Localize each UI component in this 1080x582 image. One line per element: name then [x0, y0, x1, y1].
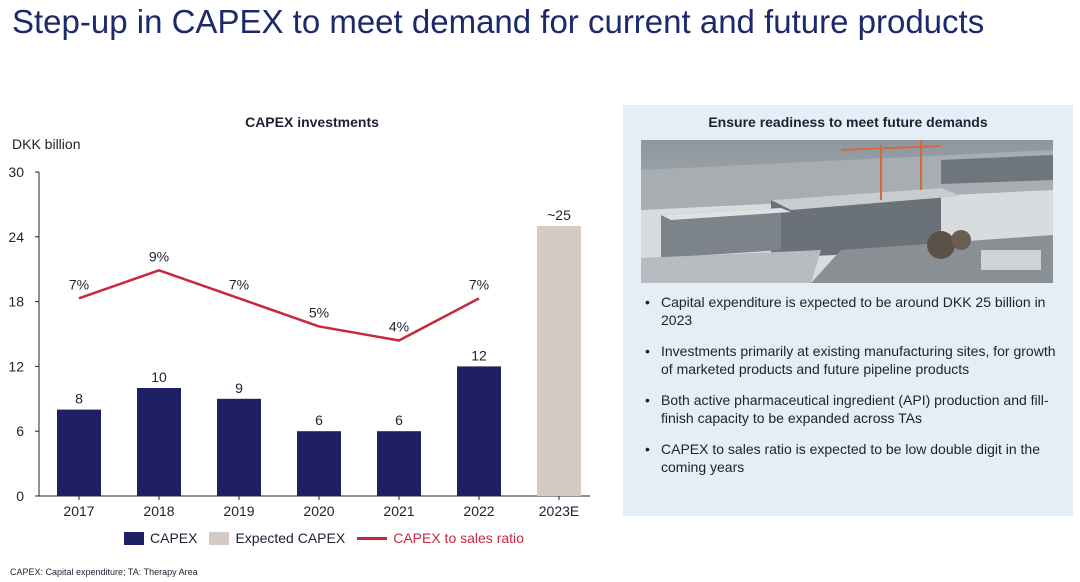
legend-swatch-expected-capex: [209, 531, 230, 545]
readiness-panel: Ensure readiness to meet future demands: [623, 105, 1073, 516]
bar-value-label: 9: [235, 380, 243, 396]
y-tick-label: 6: [16, 423, 24, 439]
capex-bar: [377, 431, 421, 496]
y-tick-label: 30: [8, 164, 24, 180]
bar-value-label: 8: [75, 391, 83, 407]
ratio-value-label: 4%: [389, 318, 409, 334]
legend-item-capex: CAPEX: [124, 530, 197, 546]
bullet-item: Capital expenditure is expected to be ar…: [643, 293, 1063, 329]
legend-line-ratio: [357, 536, 388, 540]
legend-swatch-capex: [124, 531, 144, 545]
ratio-value-label: 9%: [149, 248, 169, 264]
y-tick-label: 0: [16, 488, 24, 504]
x-tick-label: 2018: [143, 503, 174, 519]
legend-label-ratio: CAPEX to sales ratio: [393, 530, 524, 546]
bullet-item: CAPEX to sales ratio is expected to be l…: [643, 440, 1063, 476]
capex-bar: [217, 398, 261, 496]
bar-value-label: 12: [471, 347, 487, 363]
construction-site-photo: [641, 140, 1053, 283]
x-tick-label: 2023E: [539, 503, 579, 519]
footnote: CAPEX: Capital expenditure; TA: Therapy …: [10, 567, 198, 577]
panel-title: Ensure readiness to meet future demands: [708, 114, 988, 130]
expected-capex-bar: [537, 226, 581, 496]
construction-site-image: [641, 140, 1053, 283]
page-title: Step-up in CAPEX to meet demand for curr…: [12, 3, 985, 40]
y-tick-label: 18: [8, 294, 24, 310]
capex-chart: 0 6 12 18 24 30 8 10 9 6 6 12 ~25 2017 2018 2019 2020 202…: [8, 164, 590, 519]
capex-bar: [57, 409, 101, 496]
ratio-value-label: 5%: [309, 304, 329, 320]
y-tick-label: 12: [8, 358, 24, 374]
legend-item-expected-capex: Expected CAPEX: [209, 530, 345, 546]
x-tick-label: 2019: [223, 503, 254, 519]
chart-title: CAPEX investments: [245, 114, 379, 130]
capex-bar: [457, 366, 501, 496]
readiness-bullet-list: Capital expenditure is expected to be ar…: [643, 293, 1063, 489]
legend-label-capex: CAPEX: [150, 530, 198, 546]
bar-value-label: 10: [151, 369, 167, 385]
ratio-value-label: 7%: [69, 276, 89, 292]
bar-value-label: 6: [395, 412, 403, 428]
capex-bar: [297, 431, 341, 496]
chart-legend: CAPEX Expected CAPEX CAPEX to sales rati…: [124, 530, 536, 546]
ratio-value-label: 7%: [469, 276, 489, 292]
x-tick-label: 2022: [463, 503, 494, 519]
bar-value-label: ~25: [547, 207, 571, 223]
ratio-line: [78, 269, 480, 342]
capex-bar: [137, 388, 181, 496]
y-tick-label: 24: [8, 229, 24, 245]
legend-item-ratio: CAPEX to sales ratio: [357, 530, 524, 546]
x-tick-label: 2017: [63, 503, 94, 519]
bullet-item: Both active pharmaceutical ingredient (A…: [643, 391, 1063, 427]
x-tick-label: 2021: [383, 503, 414, 519]
ratio-value-label: 7%: [229, 276, 249, 292]
y-axis-unit-label: DKK billion: [12, 136, 81, 152]
legend-label-expected-capex: Expected CAPEX: [235, 530, 346, 546]
x-tick-label: 2020: [303, 503, 334, 519]
bullet-item: Investments primarily at existing manufa…: [643, 342, 1063, 378]
bar-value-label: 6: [315, 412, 323, 428]
